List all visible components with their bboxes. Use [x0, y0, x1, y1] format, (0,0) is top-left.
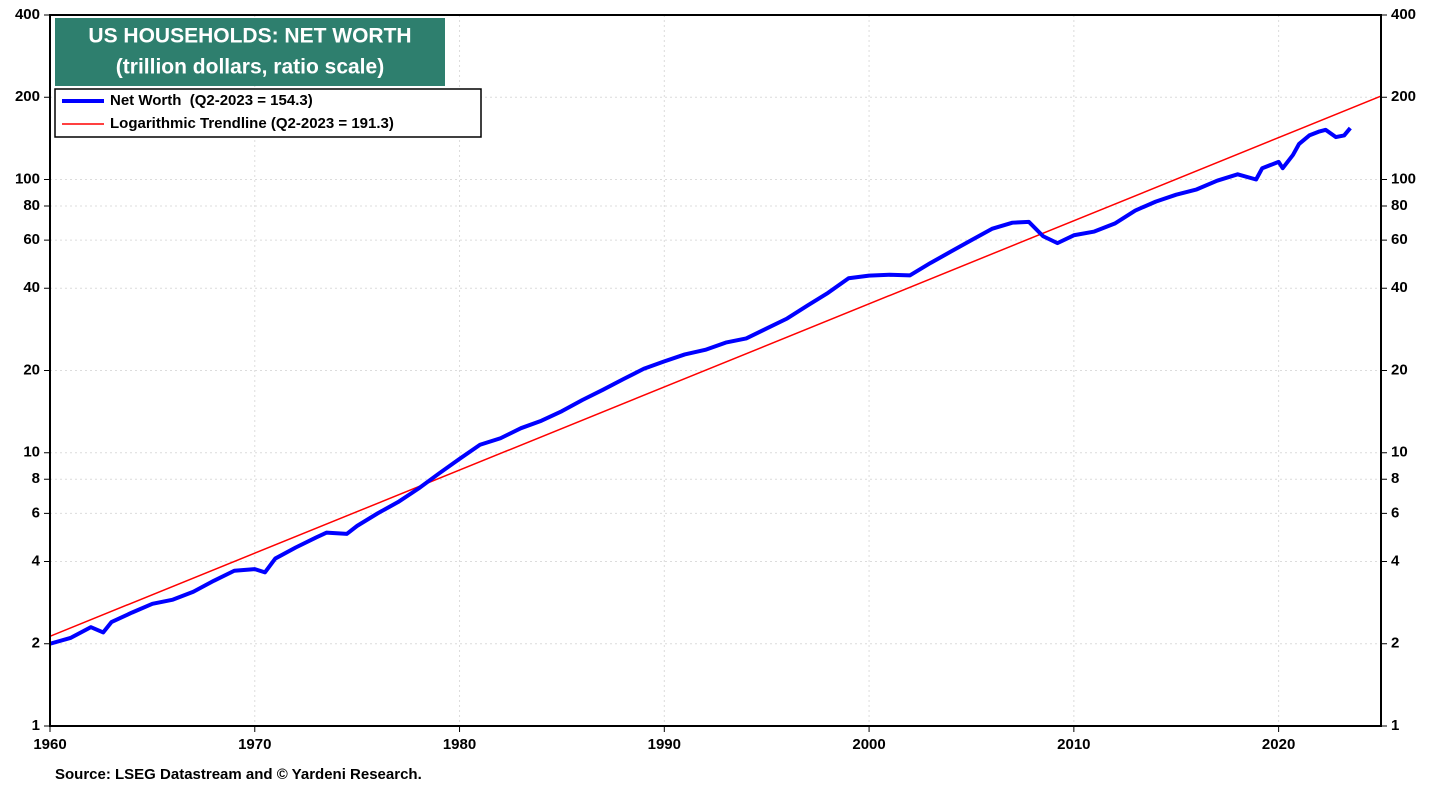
y-tick-label: 40 [23, 279, 40, 296]
y2-tick-label: 1 [1391, 717, 1399, 734]
x-tick-label: 1990 [648, 736, 681, 753]
x-tick-label: 1960 [33, 736, 66, 753]
y2-tick-label: 400 [1391, 6, 1416, 23]
y2-tick-label: 80 [1391, 197, 1408, 214]
y2-tick-label: 20 [1391, 361, 1408, 378]
y-tick-label: 20 [23, 361, 40, 378]
y-tick-label: 2 [32, 635, 40, 652]
y2-tick-label: 40 [1391, 279, 1408, 296]
y-tick-label: 200 [15, 88, 40, 105]
y-tick-label: 10 [23, 444, 40, 461]
source-note: Source: LSEG Datastream and © Yardeni Re… [55, 766, 422, 783]
y-tick-label: 8 [32, 470, 40, 487]
y-tick-label: 60 [23, 231, 40, 248]
legend-box [54, 88, 482, 138]
x-tick-label: 2000 [852, 736, 885, 753]
x-tick-label: 2020 [1262, 736, 1295, 753]
series-line [49, 126, 1352, 646]
y2-tick-label: 60 [1391, 231, 1408, 248]
x-tick-label: 1980 [443, 736, 476, 753]
y-tick-label: 1 [32, 717, 40, 734]
y2-tick-label: 8 [1391, 470, 1399, 487]
y-tick-label: 400 [15, 6, 40, 23]
y2-tick-label: 10 [1391, 444, 1408, 461]
y2-tick-label: 2 [1391, 635, 1399, 652]
lines [49, 95, 1382, 646]
title-box [55, 18, 445, 86]
x-tick-label: 1970 [238, 736, 271, 753]
chart-subtitle: (trillion dollars, ratio scale) [116, 56, 384, 79]
y-tick-label: 4 [32, 552, 41, 569]
chart-title: US HOUSEHOLDS: NET WORTH [88, 25, 411, 48]
y-tick-label: 100 [15, 170, 40, 187]
y-tick-label: 80 [23, 197, 40, 214]
y2-tick-label: 200 [1391, 88, 1416, 105]
y2-tick-label: 4 [1391, 552, 1400, 569]
y2-tick-label: 6 [1391, 504, 1399, 521]
legend-label: Logarithmic Trendline (Q2-2023 = 191.3) [110, 115, 394, 132]
series-line [49, 95, 1382, 637]
legend: Net Worth (Q2-2023 = 154.3) Logarithmic T… [62, 92, 394, 132]
y-tick-label: 6 [32, 504, 40, 521]
y2-tick-label: 100 [1391, 170, 1416, 187]
legend-label: Net Worth (Q2-2023 = 154.3) [110, 92, 313, 109]
x-tick-label: 2010 [1057, 736, 1090, 753]
